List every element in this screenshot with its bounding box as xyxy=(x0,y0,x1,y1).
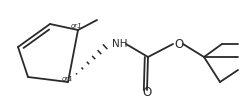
Text: or1: or1 xyxy=(62,76,74,82)
Text: NH: NH xyxy=(112,39,128,49)
Text: O: O xyxy=(142,86,152,99)
Text: O: O xyxy=(174,38,183,51)
Text: or1: or1 xyxy=(71,23,83,29)
